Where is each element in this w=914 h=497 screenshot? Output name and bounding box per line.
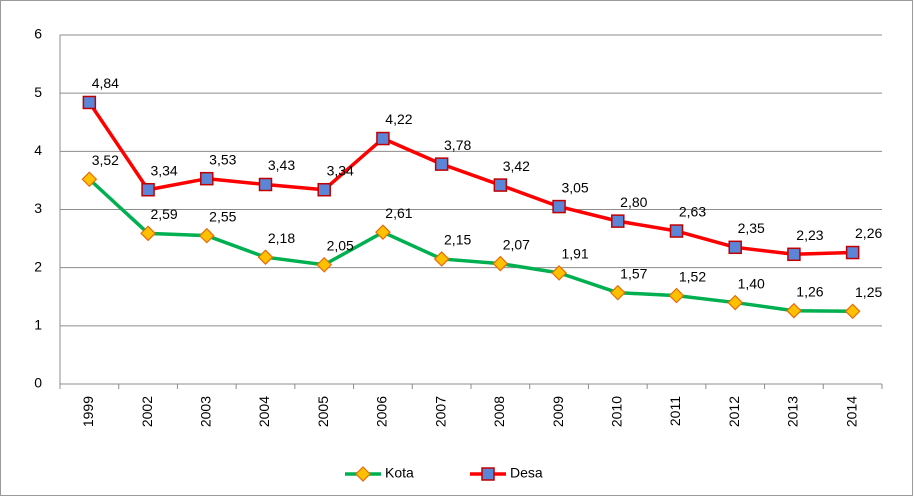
y-tick-label: 0	[34, 375, 42, 391]
data-label: 2,55	[209, 208, 236, 224]
legend-label: Desa	[510, 465, 543, 481]
data-label: 3,05	[561, 179, 588, 195]
y-tick-label: 2	[34, 258, 42, 274]
data-label: 2,35	[738, 220, 765, 236]
y-tick-label: 3	[34, 200, 42, 216]
data-label: 2,63	[679, 204, 706, 220]
x-tick-label: 2008	[491, 396, 507, 427]
data-point	[376, 131, 390, 146]
y-tick-label: 6	[34, 26, 42, 42]
data-label: 1,25	[855, 284, 882, 300]
legend-marker	[355, 466, 371, 482]
legend-label: Kota	[385, 465, 414, 481]
data-label: 2,05	[327, 237, 354, 253]
data-label: 2,23	[796, 227, 823, 243]
data-point	[493, 178, 508, 192]
data-label: 2,59	[150, 206, 177, 222]
data-label: 3,42	[503, 158, 530, 174]
data-label: 4,22	[385, 111, 412, 127]
data-label: 1,40	[738, 275, 765, 291]
data-label: 1,91	[561, 246, 588, 262]
x-tick-label: 2011	[667, 396, 683, 426]
x-tick-label: 2002	[139, 396, 155, 427]
data-point	[257, 249, 274, 266]
series-line	[87, 101, 853, 257]
data-point	[609, 284, 626, 301]
data-point	[258, 177, 273, 192]
data-point	[611, 214, 625, 228]
data-label: 3,34	[150, 162, 177, 178]
x-tick-label: 2007	[432, 396, 448, 427]
data-label: 2,26	[855, 225, 882, 241]
x-tick-label: 2004	[256, 396, 272, 427]
data-point	[727, 294, 744, 311]
data-point	[434, 157, 449, 171]
data-label: 2,61	[385, 205, 412, 221]
data-point	[198, 227, 215, 244]
x-tick-label: 2014	[843, 396, 859, 427]
data-label: 3,43	[268, 157, 295, 173]
x-tick-label: 2012	[726, 396, 742, 427]
data-point	[668, 287, 685, 304]
data-label: 3,34	[327, 162, 354, 178]
data-label: 2,15	[444, 232, 471, 248]
data-point	[845, 245, 860, 260]
data-point	[728, 240, 742, 255]
data-point	[551, 265, 567, 281]
data-point	[844, 303, 861, 320]
data-point	[492, 255, 509, 272]
x-tick-label: 2005	[315, 396, 331, 427]
x-tick-label: 2010	[608, 396, 624, 427]
data-point	[140, 225, 156, 242]
data-point	[787, 247, 801, 262]
data-point	[81, 171, 98, 188]
x-tick-label: 2013	[785, 396, 801, 427]
data-point	[786, 302, 802, 319]
y-tick-label: 1	[34, 317, 42, 333]
data-point	[669, 224, 684, 238]
data-point	[317, 182, 331, 197]
data-label: 4,84	[92, 75, 119, 91]
data-point	[375, 224, 391, 241]
data-label: 3,53	[209, 151, 236, 167]
data-label: 1,52	[679, 268, 706, 284]
data-label: 1,57	[620, 265, 647, 281]
data-point	[200, 171, 214, 186]
series-line	[88, 177, 853, 314]
data-label: 2,07	[503, 236, 530, 252]
x-tick-label: 2003	[197, 396, 213, 427]
data-label: 2,80	[620, 194, 647, 210]
data-point	[82, 95, 97, 110]
y-tick-label: 4	[34, 142, 42, 158]
data-label: 2,18	[268, 230, 295, 246]
data-point	[552, 199, 566, 214]
data-point	[141, 182, 155, 197]
legend-marker	[481, 467, 495, 481]
x-tick-label: 2009	[550, 396, 566, 427]
data-label: 1,26	[796, 283, 823, 299]
x-tick-label: 2006	[374, 396, 390, 427]
y-tick-label: 5	[34, 84, 42, 100]
data-point	[316, 256, 333, 273]
data-point	[433, 251, 450, 267]
data-label: 3,78	[444, 137, 471, 153]
data-label: 3,52	[92, 152, 119, 168]
x-tick-label: 1999	[80, 396, 96, 427]
